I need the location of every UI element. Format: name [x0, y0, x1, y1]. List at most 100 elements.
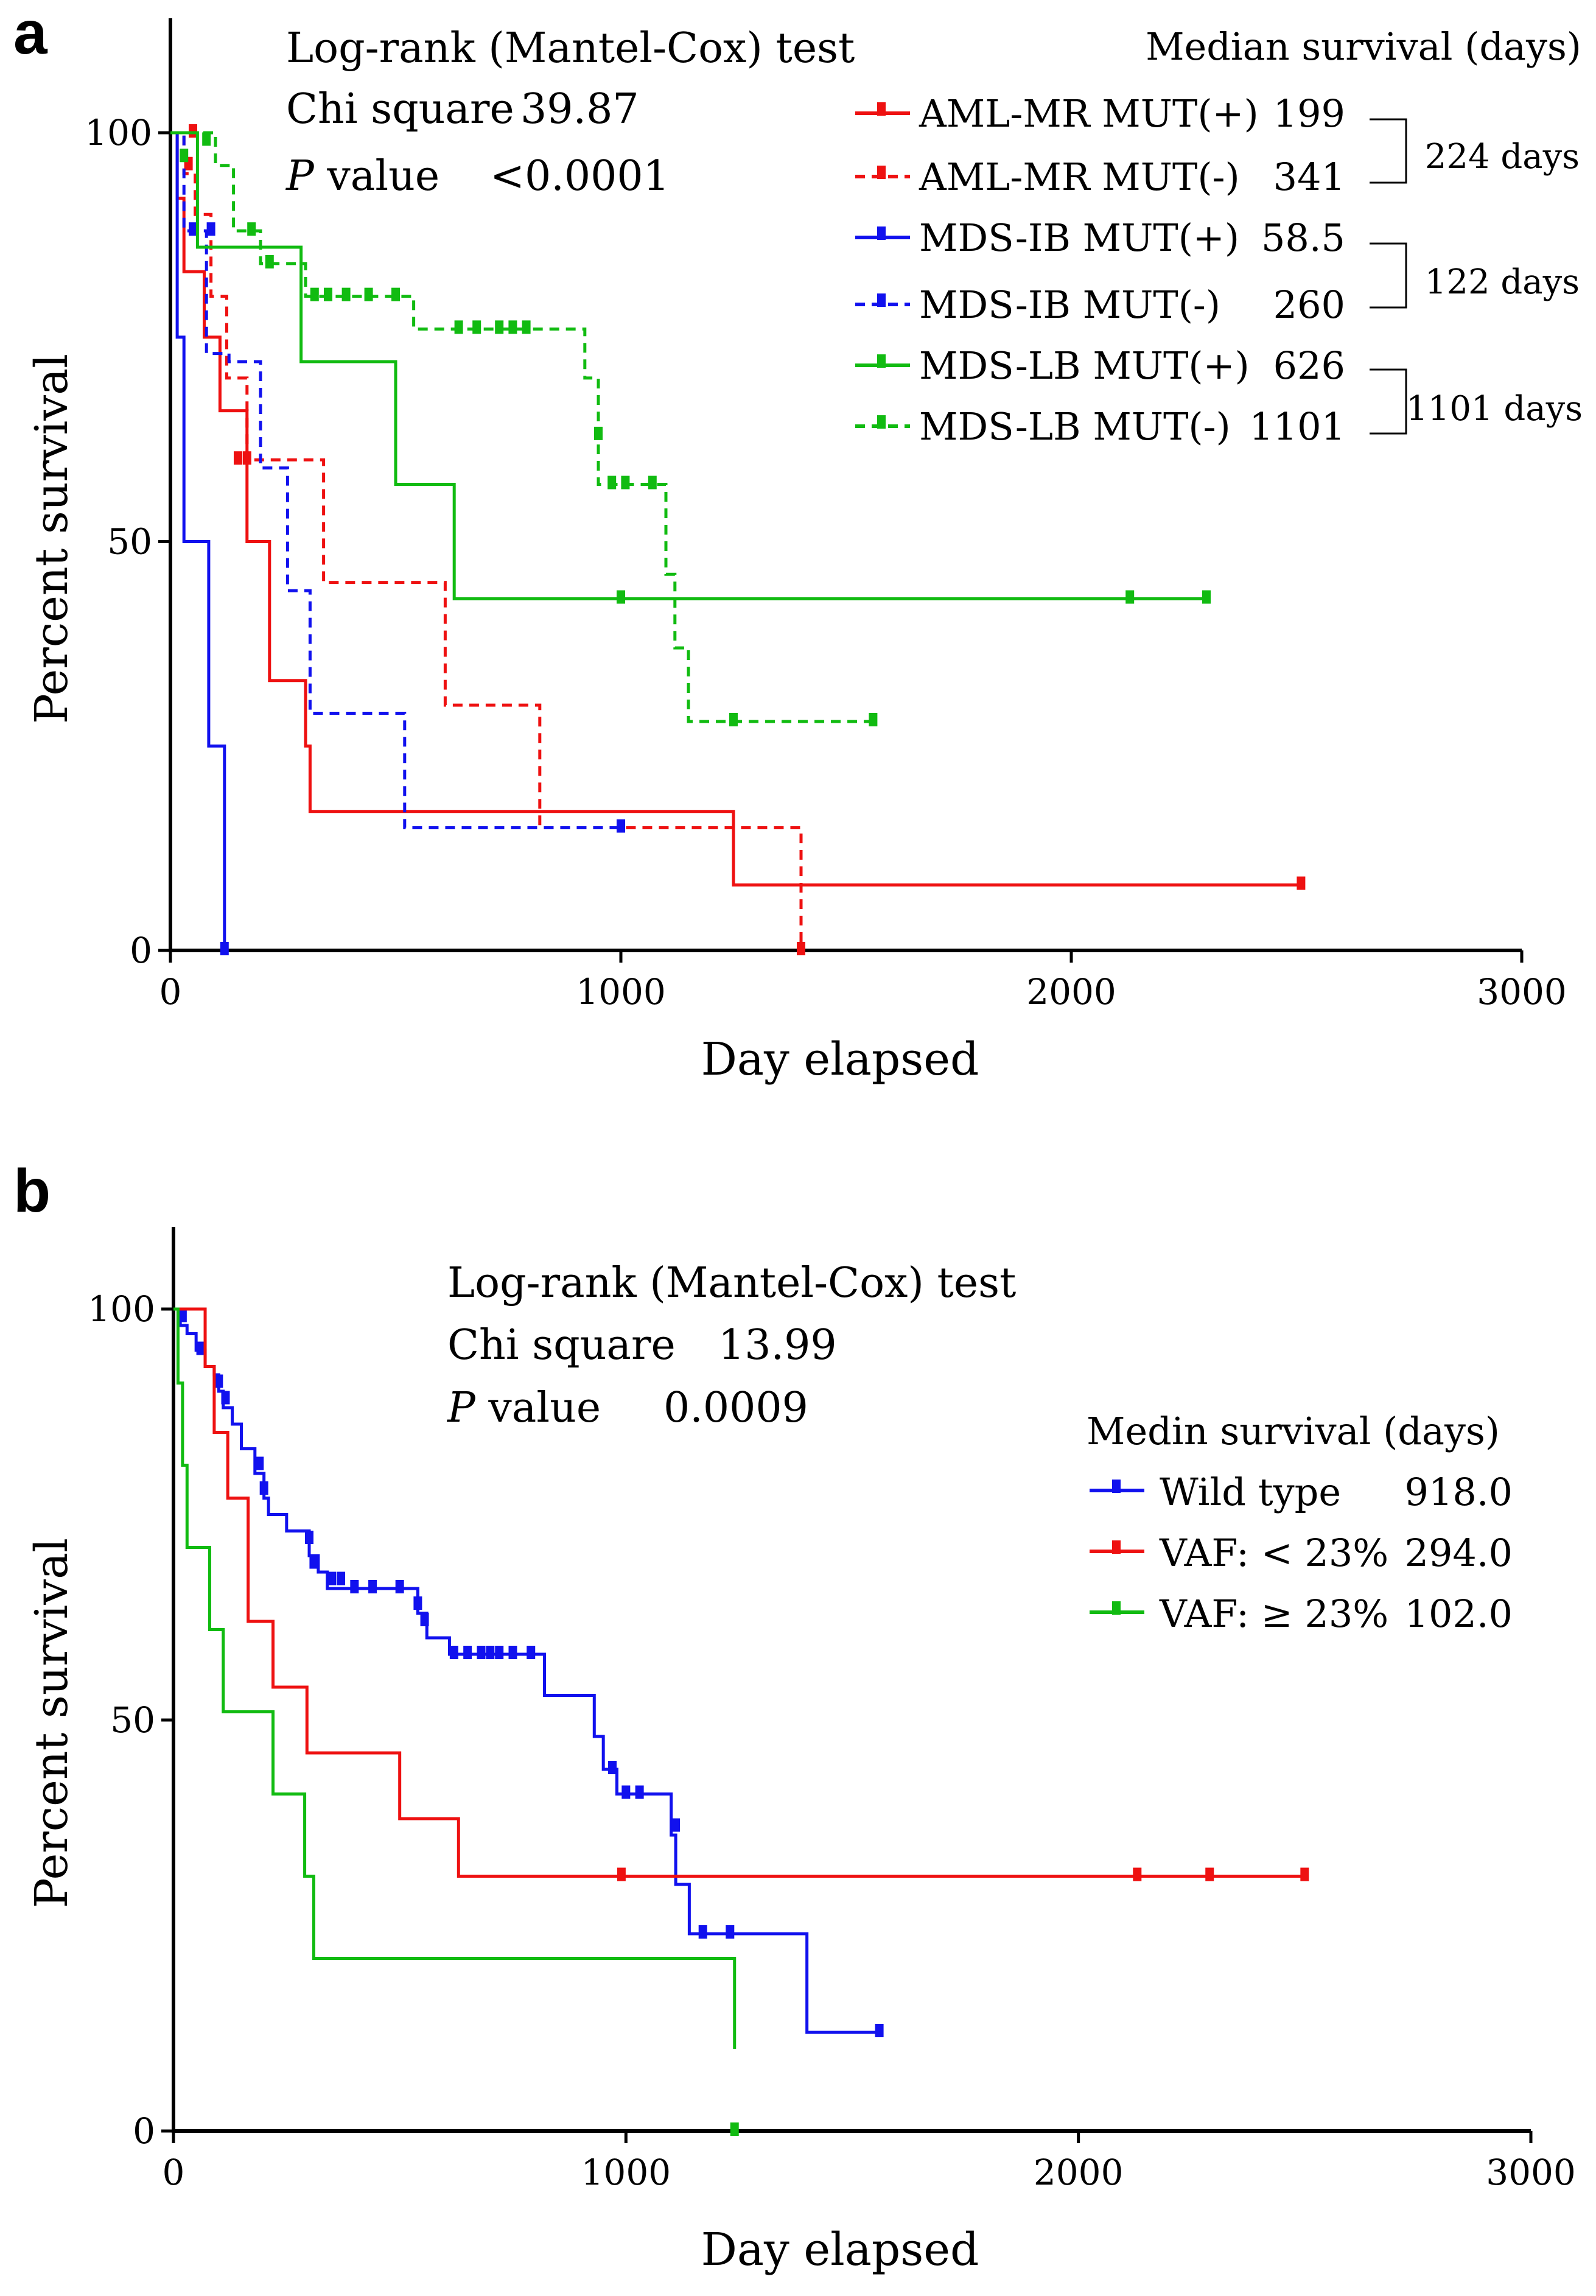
panel-a-p-value: <0.0001: [490, 152, 670, 200]
panel-b-censor-mark-wild-type: [327, 1571, 337, 1585]
panel-b-censor-mark-vaf-lt-23: [1300, 1867, 1309, 1881]
panel-a-censor-mark-mds-ib-mut: [206, 222, 215, 236]
panel-a-chart: Day elapsed Percent survival Log-rank (M…: [26, 18, 1583, 1086]
legend-tick-mds-lb-mut-neg: [877, 415, 886, 429]
panel-a-censor-mark-mds-lb-mut: [729, 712, 738, 726]
panel-b-censor-mark-wild-type: [508, 1646, 517, 1659]
panel-a-curve-aml-mr-mut: [170, 131, 803, 950]
panel-a-chi-square-label: Chi square: [286, 85, 514, 133]
legend-tick-vaf-low: [1112, 1540, 1121, 1554]
legend-median-mds-lb-mut-pos: 626: [1273, 343, 1345, 388]
legend-label-vaf-low: VAF: < 23%: [1159, 1531, 1388, 1575]
panel-b-censor-mark-wild-type: [671, 1818, 681, 1832]
legend-item: MDS-LB MUT(+) 626: [855, 343, 1345, 388]
panel-a-censor-mark-mds-lb-mut: [472, 320, 481, 334]
panel-b-censor-mark-wild-type: [350, 1580, 359, 1593]
legend-item: MDS-LB MUT(-) 1101: [855, 404, 1345, 449]
panel-a-group-brackets: 224 days 122 days 1101 days: [1370, 118, 1583, 435]
panel-a-censor-mark-aml-mr-mut: [1297, 876, 1306, 890]
legend-median-mds-ib-mut-neg: 260: [1273, 283, 1345, 327]
bracket-label-mds-lb: 1101 days: [1406, 389, 1583, 429]
bracket-mds-ib: [1370, 242, 1407, 309]
panel-a-censor-mark-mds-lb-mut: [607, 476, 617, 490]
legend-item: MDS-IB MUT(+) 58.5: [855, 216, 1345, 260]
panel-a-y-tick-label: 0: [130, 930, 152, 971]
legend-median-mds-ib-mut-pos: 58.5: [1261, 216, 1345, 260]
panel-a-censor-mark-mds-lb-mut: [1202, 590, 1211, 604]
panel-b-censor-mark-wild-type: [196, 1341, 205, 1355]
panel-a-test-name: Log-rank (Mantel-Cox) test: [286, 24, 855, 72]
panel-b-test-name: Log-rank (Mantel-Cox) test: [447, 1259, 1016, 1307]
panel-a-legend-title: Median survival (days): [1146, 24, 1581, 69]
panel-b-chi-square-label: Chi square: [447, 1321, 676, 1369]
legend-label-wild-type: Wild type: [1160, 1470, 1341, 1514]
legend-median-vaf-high: 102.0: [1405, 1592, 1513, 1636]
panel-a-legend: AML-MR MUT(+) 199 AML-MR MUT(-) 341 MDS-…: [855, 91, 1345, 449]
panel-b-y-tick-label: 0: [133, 2110, 155, 2152]
panel-a-chi-square-value: 39.87: [520, 85, 639, 133]
panel-a-censor-mark-mds-lb-mut: [617, 590, 625, 604]
panel-a-censor-mark-mds-lb-mut: [364, 287, 373, 301]
panel-a-censor-mark-mds-lb-mut: [247, 222, 256, 236]
panel-a-censor-mark-mds-lb-mut: [454, 320, 463, 334]
legend-label-aml-mr-mut-neg: AML-MR MUT(-): [919, 155, 1240, 199]
panel-b-censor-mark-wild-type: [305, 1531, 313, 1544]
panel-a-censor-mark-mds-lb-mut: [869, 712, 878, 726]
legend-tick-mds-ib-mut-neg: [877, 293, 886, 307]
panel-b-censor-mark-wild-type: [221, 1391, 230, 1405]
panel-a-x-tick-label: 3000: [1477, 971, 1567, 1013]
legend-item: VAF: < 23% 294.0: [1090, 1531, 1513, 1575]
panel-b-censor-mark-wild-type: [477, 1646, 486, 1659]
panel-b-censor-mark-wild-type: [875, 2024, 884, 2037]
panel-a-x-tick-label: 0: [159, 971, 182, 1013]
panel-b-censor-mark-wild-type: [449, 1646, 458, 1659]
panel-b-curve-vaf-lt-23: [173, 1307, 1305, 1878]
panel-b-censor-mark-vaf-lt-23: [1133, 1867, 1142, 1881]
legend-tick-aml-mr-mut-neg: [877, 166, 886, 179]
legend-tick-vaf-high: [1112, 1601, 1121, 1615]
legend-tick-mds-ib-mut-pos: [877, 226, 886, 240]
panel-a-censor-mark-mds-ib-mut: [617, 819, 625, 833]
panel-b-y-tick-label: 100: [88, 1288, 155, 1330]
panel-b-x-tick-label: 3000: [1486, 2152, 1576, 2193]
legend-label-mds-ib-mut-pos: MDS-IB MUT(+): [919, 216, 1239, 260]
panel-b-censor-mark-wild-type: [214, 1374, 223, 1388]
panel-b-legend-title: Medin survival (days): [1087, 1409, 1500, 1453]
panel-a-y-tick-label: 50: [107, 521, 152, 563]
panel-a-censor-mark-mds-lb-mut: [341, 287, 351, 301]
panel-a-y-axis-title: Percent survival: [26, 354, 78, 724]
panel-a-censor-mark-mds-ib-mut: [189, 222, 197, 236]
panel-a-p-italic: P: [285, 152, 315, 200]
panel-a-censor-mark-mds-lb-mut: [648, 476, 657, 490]
legend-item: MDS-IB MUT(-) 260: [855, 283, 1345, 327]
bracket-aml-mr: [1370, 118, 1407, 184]
legend-item: Wild type 918.0: [1090, 1470, 1513, 1514]
panel-b-curve-vaf-ge-23: [173, 1307, 737, 2049]
panel-a-censor-mark-mds-lb-mut: [1125, 590, 1135, 604]
panel-a-censor-mark-mds-lb-mut: [180, 149, 189, 163]
panel-b-censor-mark-wild-type: [495, 1646, 504, 1659]
panel-a-p-value-label: P value: [285, 152, 439, 200]
legend-tick-mds-lb-mut-pos: [877, 354, 886, 368]
panel-b-censor-mark-vaf-lt-23: [617, 1867, 626, 1881]
panel-b-censor-mark-wild-type: [726, 1925, 735, 1939]
panel-a-x-axis-title: Day elapsed: [701, 1033, 979, 1086]
panel-b-censor-mark-wild-type: [463, 1646, 472, 1659]
panel-b-chart: Day elapsed Percent survival Log-rank (M…: [26, 1227, 1576, 2276]
panel-b-censor-mark-wild-type: [698, 1925, 707, 1939]
panel-b-censor-mark-vaf-lt-23: [1205, 1867, 1214, 1881]
panel-letter-b: b: [13, 1157, 51, 1225]
panel-a-censor-mark-mds-ib-mut: [220, 942, 229, 955]
legend-median-vaf-low: 294.0: [1405, 1531, 1513, 1575]
panel-a-x-tick-label: 2000: [1026, 971, 1116, 1013]
legend-median-aml-mr-mut-neg: 341: [1273, 155, 1345, 199]
panel-b-x-tick-label: 2000: [1034, 2152, 1124, 2193]
panel-b-x-axis-title: Day elapsed: [701, 2224, 979, 2276]
panel-a-censor-mark-mds-lb-mut: [522, 320, 531, 334]
legend-tick-aml-mr-mut-pos: [877, 102, 886, 116]
panel-b-censor-mark-wild-type: [413, 1596, 422, 1610]
legend-median-wild-type: 918.0: [1405, 1470, 1513, 1514]
panel-b-censor-mark-wild-type: [178, 1308, 187, 1322]
panel-b-p-value: 0.0009: [663, 1384, 808, 1432]
panel-b-censor-mark-vaf-ge-23: [730, 2122, 739, 2136]
